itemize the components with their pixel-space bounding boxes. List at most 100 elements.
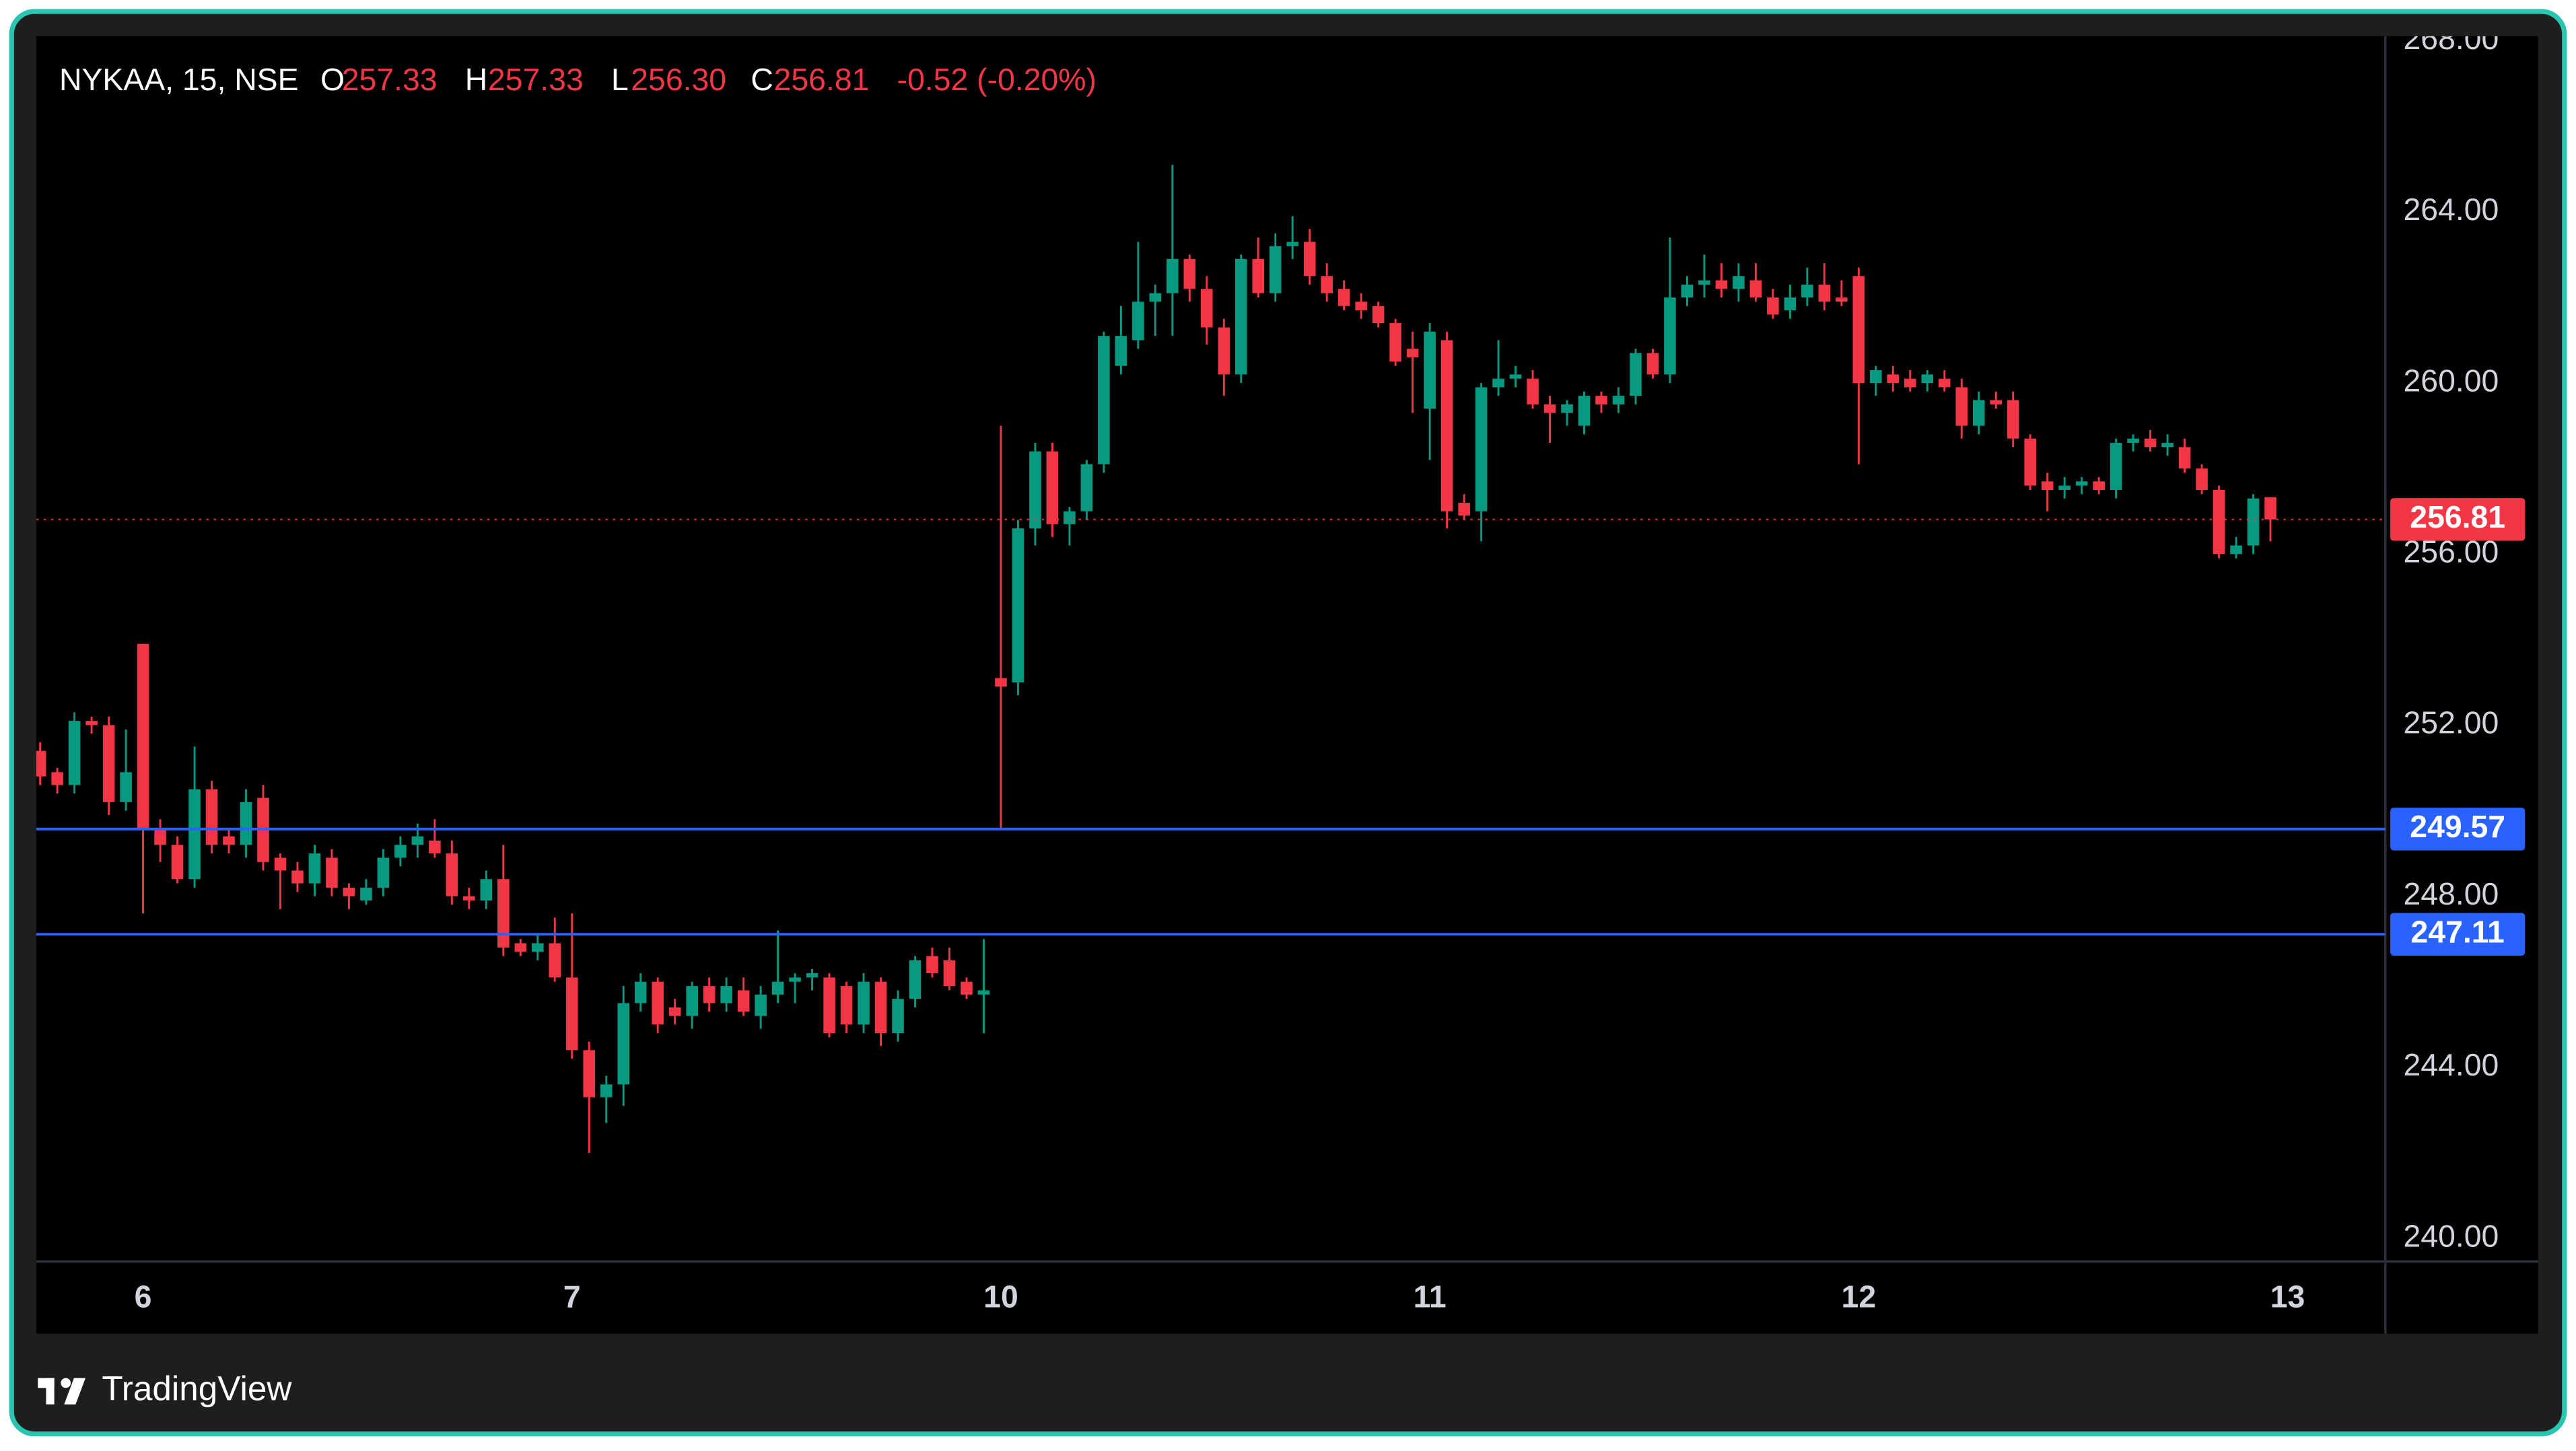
high-value: 257.33: [488, 62, 584, 97]
candle-body: [291, 870, 304, 884]
candle-body: [1612, 396, 1625, 404]
candle-body: [1887, 374, 1900, 384]
candle-body: [1561, 404, 1573, 413]
candle-body: [1630, 353, 1642, 396]
candle-body: [1972, 400, 1985, 426]
candle-body: [1183, 258, 1196, 289]
candle-body: [961, 981, 973, 995]
plot: [36, 164, 2386, 1153]
close-value: 256.81: [774, 62, 870, 97]
candle-body: [514, 943, 527, 952]
candle-body: [600, 1084, 613, 1098]
candle-body: [583, 1050, 596, 1098]
candle-body: [1303, 242, 1316, 277]
candle-body: [102, 725, 115, 802]
open-value: 257.33: [342, 62, 438, 97]
y-tick-label: 264.00: [2404, 192, 2499, 227]
candle-body: [858, 981, 870, 1025]
candle-body: [394, 845, 407, 858]
candle-body: [720, 986, 732, 1003]
y-tick-label: 268.00: [2404, 21, 2499, 56]
price-labels: 249.57 247.11 256.81: [2390, 498, 2526, 956]
candle-body: [1080, 464, 1093, 511]
candle-body: [1234, 258, 1247, 375]
candle-body: [2024, 438, 2036, 486]
candle-body: [634, 981, 647, 1003]
candle-body: [463, 896, 475, 901]
y-tick-label: 244.00: [2404, 1047, 2499, 1082]
candle-body: [36, 750, 46, 777]
y-tick-label: 252.00: [2404, 705, 2499, 740]
candle-body: [686, 986, 698, 1016]
x-tick-label: 11: [1414, 1279, 1447, 1314]
candle-body: [668, 1007, 681, 1016]
candle-body: [1492, 378, 1504, 388]
candle-body: [154, 827, 166, 845]
candle-body: [1698, 280, 1710, 285]
low-label: L: [611, 62, 629, 97]
candle-body: [326, 857, 338, 888]
logo-shape: [46, 1378, 55, 1405]
candle-body: [2178, 447, 2191, 469]
candle-body: [1595, 396, 1607, 404]
candle-body: [1543, 404, 1556, 413]
candle-body: [1149, 293, 1162, 302]
candle-body: [1029, 451, 1041, 529]
candle-body: [2196, 468, 2208, 490]
candle-body: [137, 643, 149, 828]
candle-body: [1337, 289, 1350, 306]
high-label: H: [465, 62, 487, 97]
last-price-box: [2390, 498, 2526, 541]
candle-body: [1458, 503, 1470, 516]
candle-body: [1372, 306, 1385, 324]
candle-body: [1218, 327, 1230, 375]
candle-body: [2007, 400, 2019, 439]
candle-body: [188, 789, 201, 880]
candle-body: [1955, 387, 1968, 426]
candle-body: [1286, 242, 1299, 246]
candle-body: [1852, 276, 1865, 384]
candle-body: [1440, 340, 1453, 511]
candle-body: [549, 943, 561, 978]
candle-body: [377, 857, 390, 888]
candle-body: [1167, 258, 1179, 293]
candle-body: [2127, 438, 2139, 444]
candle-body: [1990, 400, 2003, 404]
price-label: 249.57: [2410, 809, 2505, 844]
candle-body: [2075, 481, 2088, 486]
x-tick-label: 12: [1842, 1279, 1877, 1314]
candle-body: [274, 857, 287, 871]
candle-body: [1938, 378, 1951, 388]
candle-body: [892, 999, 904, 1034]
candle-body: [1475, 387, 1488, 511]
x-tick-label: 13: [2270, 1279, 2305, 1314]
candle-body: [1801, 284, 1813, 297]
candle-body: [874, 981, 887, 1034]
y-tick-label: 260.00: [2404, 363, 2499, 398]
candle-body: [789, 977, 801, 982]
candle-body: [411, 836, 424, 845]
candle-body: [205, 789, 218, 845]
candle-body: [652, 981, 664, 1025]
candle-body: [806, 973, 819, 978]
candle-body: [2213, 489, 2225, 555]
candle-body: [171, 845, 184, 880]
price-label-box: [2390, 913, 2526, 956]
candle-body: [909, 960, 921, 999]
candle-body: [343, 887, 355, 896]
candle-body: [1749, 280, 1762, 297]
candle-body: [1921, 374, 1934, 384]
candle-body: [360, 887, 372, 901]
candle-body: [1784, 297, 1797, 311]
candle-body: [429, 841, 441, 854]
candle-body: [617, 1003, 630, 1085]
candle-body: [1064, 511, 1076, 524]
close-label: C: [751, 62, 773, 97]
candle-body: [1818, 284, 1831, 302]
candle-body: [1115, 336, 1127, 366]
candle-body: [565, 977, 578, 1051]
candle-body: [532, 943, 544, 952]
candle-body: [480, 879, 493, 901]
candle-body: [1733, 276, 1745, 289]
candle-body: [1424, 331, 1436, 409]
